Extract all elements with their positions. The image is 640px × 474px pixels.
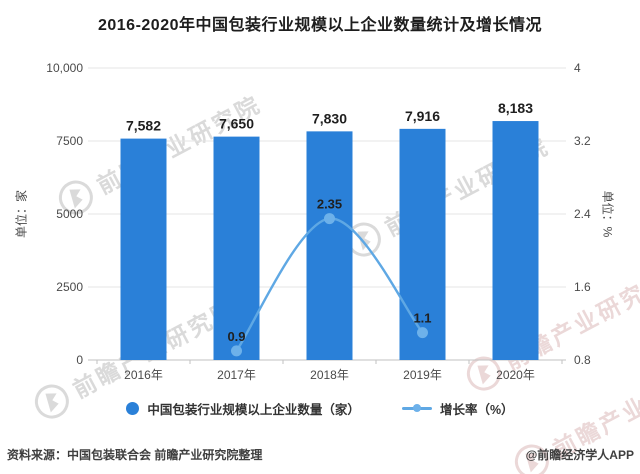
x-axis-category-label: 2018年 [310, 368, 349, 382]
brand-note: @前瞻经济学人APP [525, 448, 634, 462]
watermark: 前瞻产业研究院 [460, 260, 640, 397]
qianzhan-logo-icon [460, 349, 509, 398]
watermark-text: 前瞻产业研究院 [92, 90, 266, 200]
watermark: 前瞻产业研究院 [340, 126, 556, 263]
source-note: 资料来源：中国包装联合会 前瞻产业研究院整理 [7, 448, 263, 462]
legend-item-bar-series[interactable]: 中国包装行业规模以上企业数量（家） [126, 399, 360, 418]
qianzhan-logo-icon [340, 215, 389, 264]
legend: 中国包装行业规模以上企业数量（家） 增长率（%） [0, 396, 640, 420]
right-axis-tick-label: 4 [574, 61, 581, 75]
bar-value-label: 7,830 [312, 110, 347, 126]
bar-value-label: 8,183 [498, 100, 533, 116]
legend-bar-label: 中国包装行业规模以上企业数量（家） [147, 402, 360, 417]
line-point-label: 1.1 [413, 311, 431, 326]
right-axis-tick-label: 3.2 [574, 134, 591, 148]
left-axis-tick-label: 2500 [56, 280, 83, 294]
bar-2016年 [120, 138, 167, 360]
legend-bar-marker-icon [126, 401, 140, 415]
watermark-text: 前瞻产业研究院 [380, 132, 554, 242]
line-point-2017年 [231, 345, 242, 357]
bar-value-label: 7,582 [126, 118, 161, 134]
right-axis-tick-label: 0.8 [574, 353, 591, 367]
left-axis-tick-label: 7500 [56, 134, 83, 148]
x-axis-category-label: 2019年 [403, 368, 442, 382]
watermark-text: 前瞻产业研究院 [500, 266, 640, 376]
left-axis-tick-label: 5000 [56, 207, 83, 221]
bar-value-label: 7,650 [219, 116, 254, 132]
line-point-label: 2.35 [317, 197, 342, 212]
right-axis-tick-label: 1.6 [574, 280, 591, 294]
x-axis-category-label: 2016年 [124, 368, 163, 382]
bar-value-label: 7,916 [405, 108, 440, 124]
bar-2019年 [399, 128, 446, 360]
legend-item-line-series[interactable]: 增长率（%） [401, 399, 514, 418]
left-axis-tick-label: 0 [76, 353, 83, 367]
left-axis-unit-label: 单位：家 [14, 189, 29, 239]
legend-line-label: 增长率（%） [439, 402, 514, 417]
watermark-text: 前瞻产业研究院 [68, 294, 242, 404]
bar-2017年 [213, 136, 260, 360]
qianzhan-logo-icon [52, 173, 101, 222]
line-point-2019年 [417, 327, 428, 339]
right-axis-unit-label: 单位：% [600, 190, 615, 238]
left-axis-tick-label: 10,000 [46, 61, 83, 75]
right-axis-tick-label: 2.4 [574, 207, 591, 221]
bar-2020年 [492, 121, 539, 360]
bar-2018年 [306, 131, 353, 360]
x-axis-category-label: 2017年 [217, 368, 256, 382]
watermark: 前瞻产业研究院 [52, 84, 268, 221]
legend-line-marker-icon [401, 402, 432, 415]
chart-title: 2016-2020年中国包装行业规模以上企业数量统计及增长情况 [97, 17, 543, 34]
x-axis-category-label: 2020年 [496, 368, 535, 382]
growth-rate-line [235, 217, 424, 352]
line-point-2018年 [324, 213, 335, 225]
line-point-label: 0.9 [227, 329, 245, 344]
